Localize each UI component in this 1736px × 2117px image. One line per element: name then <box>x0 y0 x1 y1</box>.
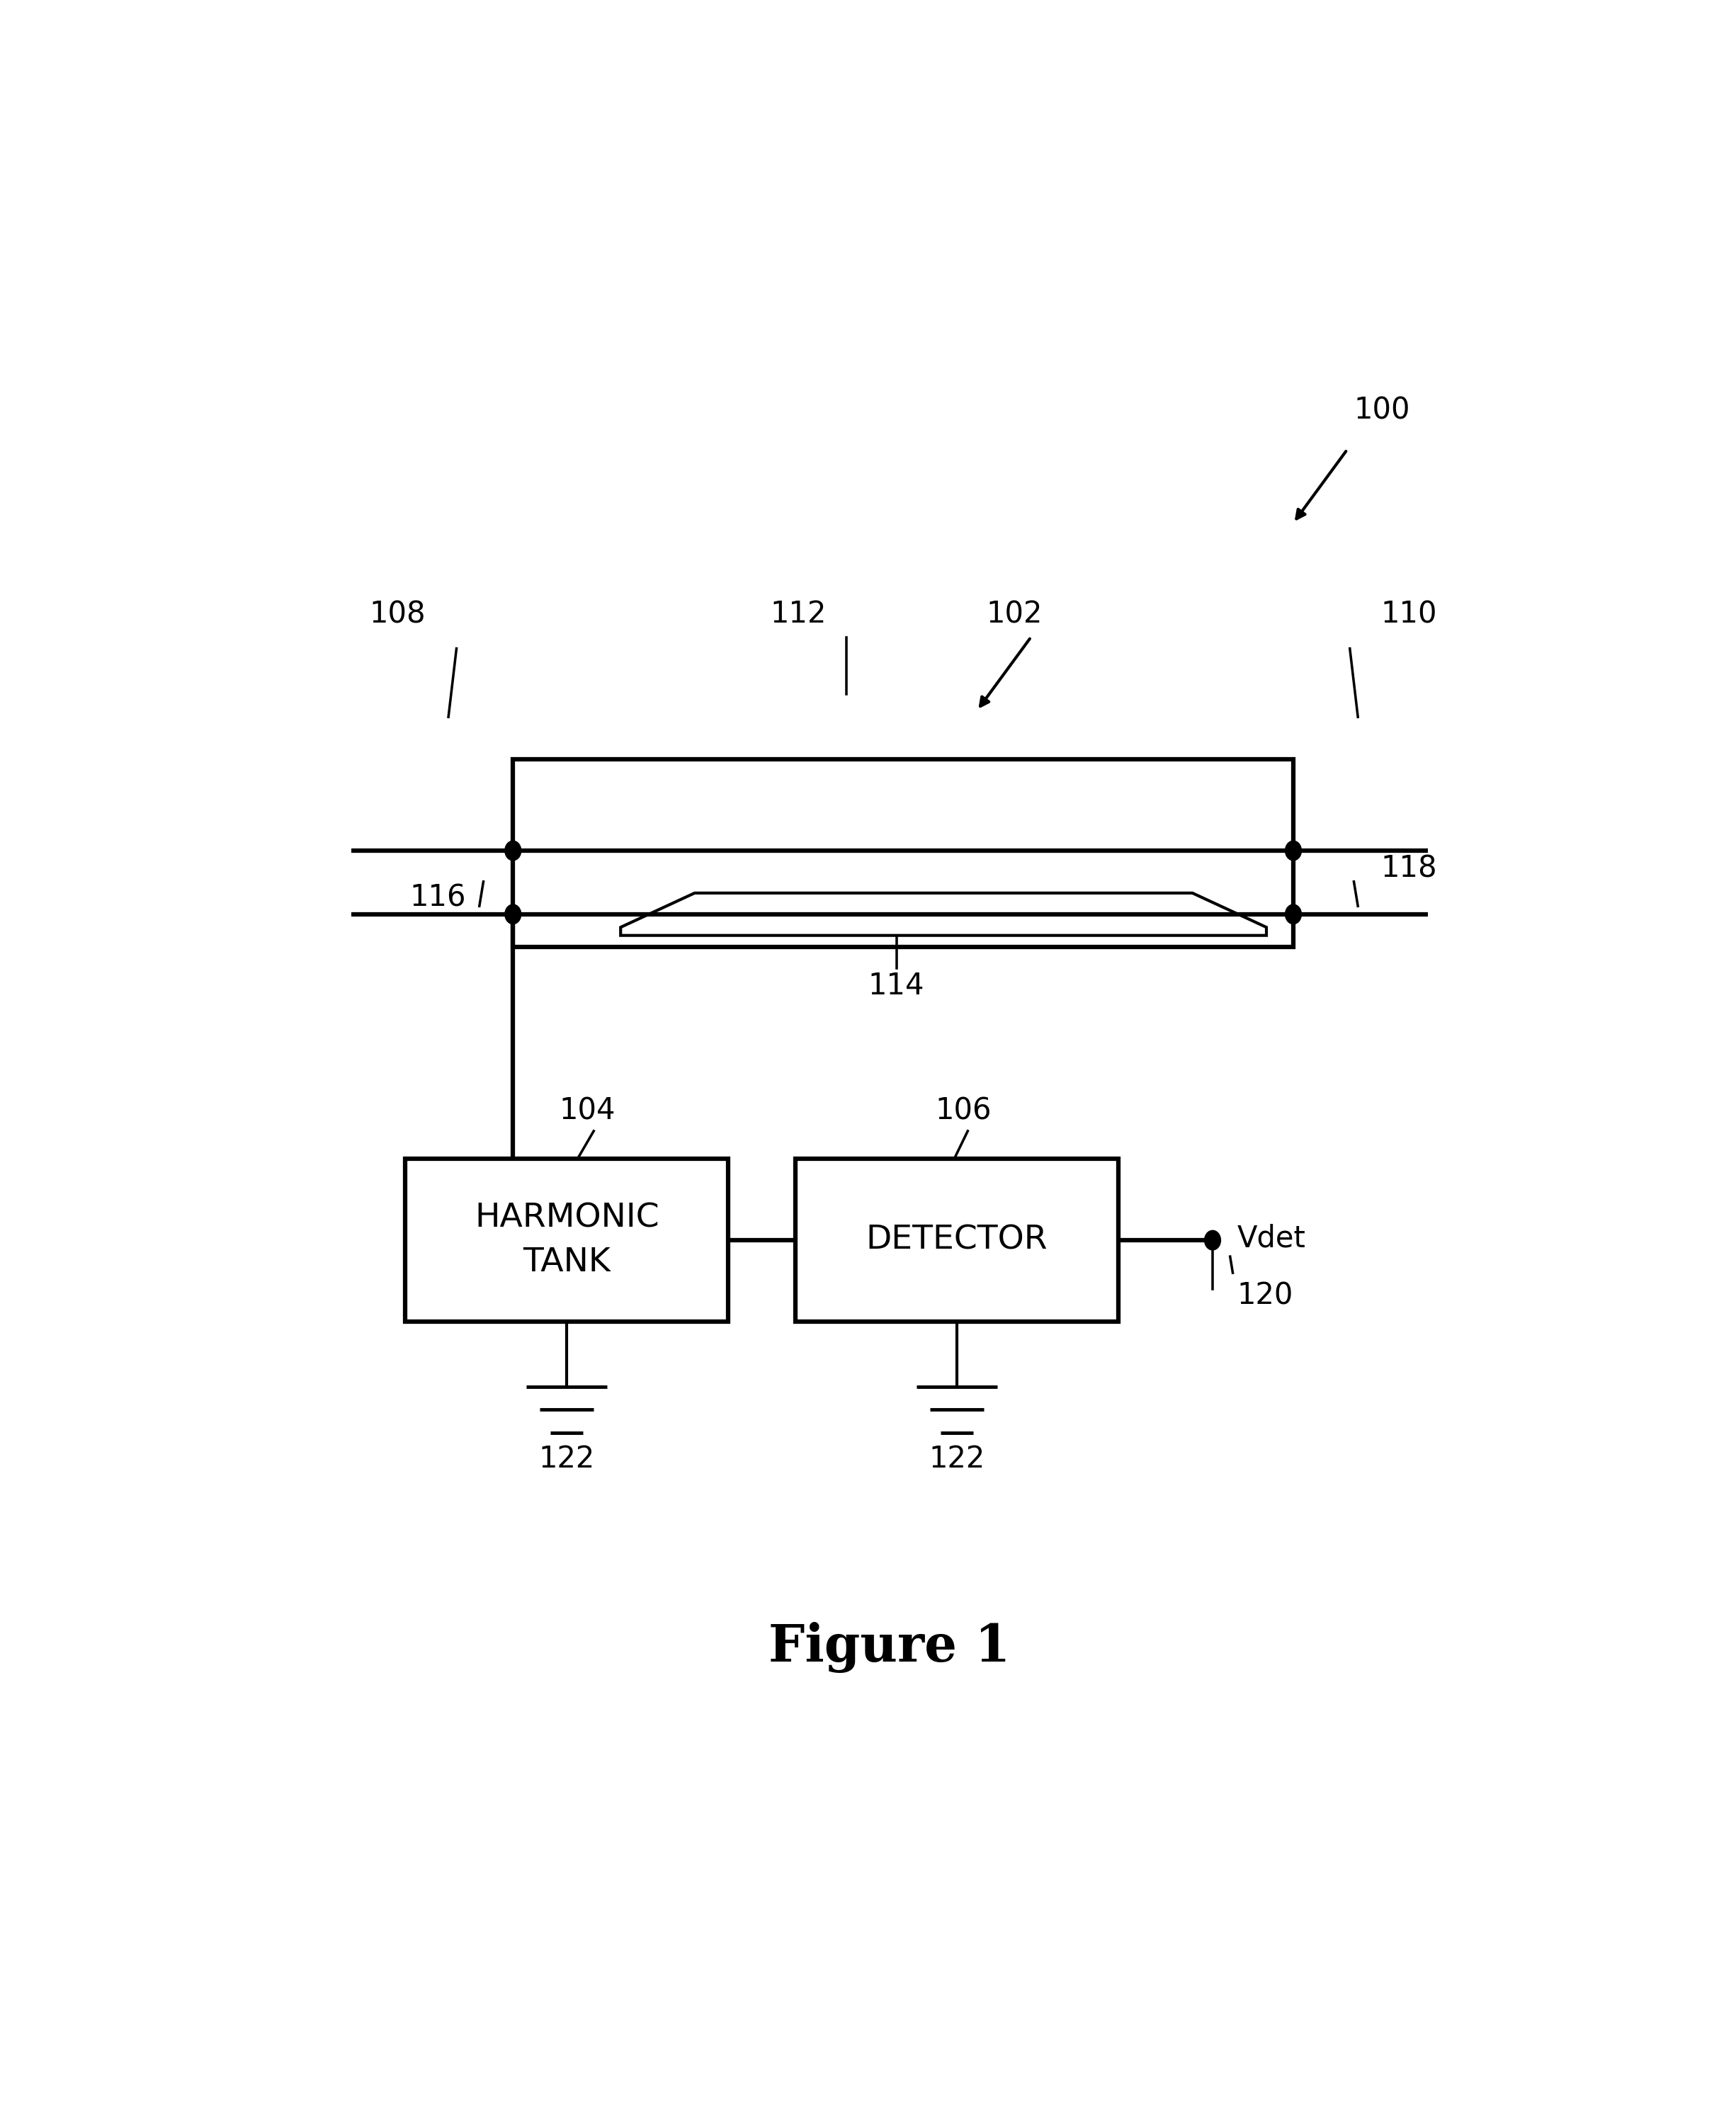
Text: 114: 114 <box>868 972 925 1001</box>
Text: 102: 102 <box>986 599 1043 629</box>
Circle shape <box>505 904 521 923</box>
Circle shape <box>1285 904 1302 923</box>
Text: 116: 116 <box>410 883 465 912</box>
Text: 112: 112 <box>771 599 826 629</box>
Bar <box>514 760 1293 946</box>
Text: DETECTOR: DETECTOR <box>866 1224 1049 1255</box>
Text: 118: 118 <box>1380 853 1437 883</box>
Text: 100: 100 <box>1354 396 1410 426</box>
Bar <box>406 1158 729 1321</box>
Circle shape <box>505 840 521 860</box>
Text: 108: 108 <box>370 599 425 629</box>
Text: 110: 110 <box>1380 599 1437 629</box>
Circle shape <box>1205 1230 1220 1249</box>
Text: HARMONIC
TANK: HARMONIC TANK <box>474 1202 660 1279</box>
Text: 120: 120 <box>1236 1281 1293 1310</box>
Text: 106: 106 <box>936 1097 991 1126</box>
Bar <box>795 1158 1118 1321</box>
Circle shape <box>1285 840 1302 860</box>
Text: Figure 1: Figure 1 <box>769 1622 1010 1672</box>
Text: 104: 104 <box>559 1097 615 1126</box>
Text: 122: 122 <box>929 1444 984 1473</box>
Polygon shape <box>621 893 1267 936</box>
Text: Vdet: Vdet <box>1236 1224 1305 1253</box>
Text: 122: 122 <box>538 1444 595 1473</box>
